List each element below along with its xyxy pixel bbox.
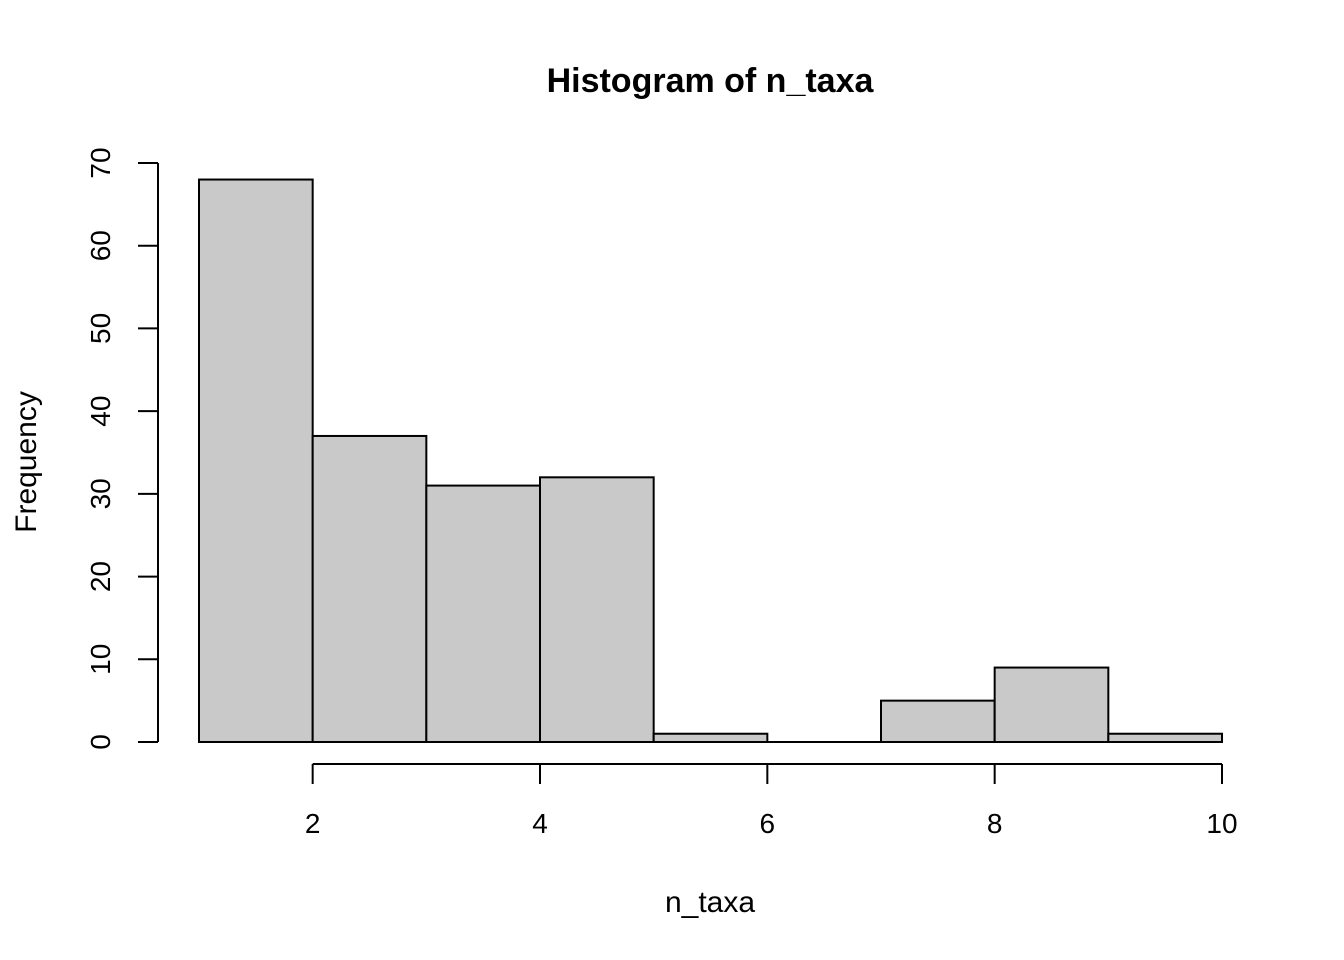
- y-tick-label: 0: [85, 734, 116, 750]
- y-tick-label: 30: [85, 478, 116, 509]
- histogram-bar-1: [311, 434, 428, 743]
- histogram-bar-0: [198, 178, 314, 744]
- y-axis-label: Frequency: [10, 391, 43, 533]
- y-tick-label: 20: [85, 561, 116, 592]
- chart-title: Histogram of n_taxa: [547, 62, 875, 100]
- y-tick-label: 60: [85, 230, 116, 261]
- histogram-bar-4: [652, 732, 769, 744]
- x-tick-label: 2: [305, 808, 321, 839]
- y-tick-label: 10: [85, 644, 116, 675]
- histogram-bar-6: [880, 699, 996, 744]
- y-tick-label: 50: [85, 313, 116, 344]
- x-tick-label: 4: [532, 808, 548, 839]
- bars-group: [198, 178, 1224, 744]
- x-axis-label: n_taxa: [665, 886, 755, 919]
- y-tick-label: 70: [85, 147, 116, 178]
- histogram-bar-2: [425, 484, 542, 743]
- histogram-bar-3: [539, 476, 655, 743]
- y-tick-label: 40: [85, 396, 116, 427]
- x-tick-label: 8: [987, 808, 1003, 839]
- histogram-bar-7: [993, 666, 1110, 743]
- y-axis: 0 10 20 30 40 50 60 70: [85, 147, 159, 750]
- x-tick-label: 10: [1206, 808, 1237, 839]
- x-axis: 2 4 6 8 10: [305, 763, 1238, 839]
- histogram-bar-8: [1107, 732, 1224, 744]
- x-tick-label: 6: [760, 808, 776, 839]
